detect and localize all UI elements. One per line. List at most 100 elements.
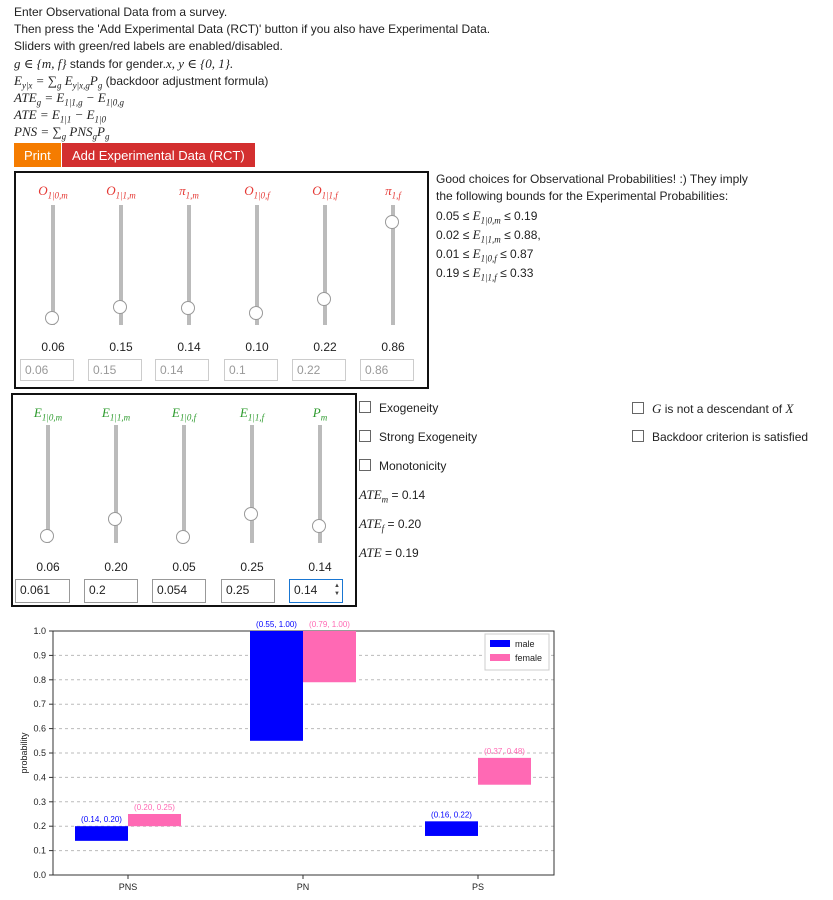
obs-slider-sub: 1|0,f (253, 190, 270, 201)
exp-value-input[interactable]: 0.14 ▲ ▼ (289, 579, 343, 603)
obs-value-input[interactable]: 0.06 (20, 359, 74, 381)
exp-value-input[interactable]: 0.2 (84, 579, 138, 603)
intro-line-4: g ∈ {m, f} stands for gender.x, y ∈ {0, … (14, 55, 490, 72)
obs-slider-label: O1|1,f (290, 183, 360, 201)
backdoor-checkbox[interactable]: Backdoor criterion is satisfied (632, 430, 808, 444)
exp-slider-handle[interactable] (176, 530, 190, 545)
obs-slider-label: O1|1,m (86, 183, 156, 201)
exp-value-input[interactable]: 0.25 (221, 579, 275, 603)
ate-m-readout: ATEm = 0.14 (359, 487, 426, 505)
exp-slider-handle[interactable] (244, 506, 258, 521)
legend-label: female (515, 653, 542, 663)
y-axis-label: probability (19, 732, 29, 774)
strong-exogeneity-checkbox[interactable]: Strong Exogeneity (359, 430, 477, 444)
exp-slider-handle[interactable] (40, 528, 54, 543)
exp-slider-track[interactable] (318, 425, 322, 543)
g-not-descendant-checkbox[interactable]: G is not a descendant of X (632, 401, 793, 417)
intro-text: Enter Observational Data from a survey. … (14, 4, 491, 142)
exp-slider-handle[interactable] (312, 519, 326, 534)
obs-slider-track[interactable] (119, 205, 123, 325)
x-symbol: X (785, 401, 794, 416)
obs-slider-handle[interactable] (45, 310, 59, 325)
exp-slider-var: E (171, 405, 180, 420)
obs-value-input[interactable]: 0.86 (360, 359, 414, 381)
y-tick-label: 0.3 (33, 797, 46, 807)
y-tick-label: 0.4 (33, 772, 46, 782)
bound-line: 0.05 ≤ E1|0,m ≤ 0.19 (436, 207, 748, 226)
intro-line-2: Then press the 'Add Experimental Data (R… (14, 22, 491, 36)
print-button[interactable]: Print (14, 143, 61, 167)
obs-slider-label: π1,m (154, 183, 224, 201)
checkbox-box[interactable] (632, 430, 644, 442)
obs-slider-var: O (38, 183, 48, 198)
obs-slider-handle[interactable] (113, 300, 127, 314)
obs-slider-value: 0.14 (177, 340, 201, 354)
legend-label: male (515, 639, 535, 649)
exp-slider-var: E (239, 405, 248, 420)
y-tick-label: 0.7 (33, 699, 46, 709)
bar-female-pns (128, 814, 181, 827)
exp-slider-track[interactable] (182, 425, 186, 543)
obs-value-input[interactable]: 0.14 (155, 359, 209, 381)
exp-value-text: 0.2 (89, 583, 106, 597)
legend-swatch (490, 640, 510, 647)
exp-slider-track[interactable] (114, 425, 118, 543)
obs-value-input[interactable]: 0.1 (224, 359, 278, 381)
exp-value-input[interactable]: 0.054 (152, 579, 206, 603)
obs-slider-value: 0.06 (41, 340, 65, 354)
obs-slider-value: 0.10 (245, 340, 269, 354)
exp-value-text: 0.061 (20, 583, 51, 597)
obs-slider-value: 0.15 (109, 340, 133, 354)
bound-line: 0.02 ≤ E1|1,m ≤ 0.88, (436, 226, 748, 245)
obs-slider-handle[interactable] (317, 291, 331, 306)
exp-value-input[interactable]: 0.061 (15, 579, 70, 603)
obs-slider-handle[interactable] (181, 301, 195, 316)
exp-slider-track[interactable] (250, 425, 254, 543)
obs-slider-handle[interactable] (385, 214, 399, 229)
formula-ate-g: ATEg = E1|1,g − E1|0,g (14, 90, 125, 108)
bound-lower: 0.05 ≤ (436, 209, 473, 223)
y-tick-label: 0.5 (33, 748, 46, 758)
y-tick-label: 0.1 (33, 846, 46, 856)
exp-slider-value: 0.20 (104, 560, 128, 574)
obs-value-input[interactable]: 0.15 (88, 359, 142, 381)
exp-slider-value: 0.06 (36, 560, 60, 574)
monotonicity-checkbox[interactable]: Monotonicity (359, 459, 446, 473)
exp-slider-sub: 1|0,f (179, 412, 197, 423)
obs-slider-track[interactable] (323, 205, 327, 325)
formula-ate: ATE = E1|1 − E1|0 (14, 107, 107, 125)
formula-pns: PNS = ∑g PNSgPg (14, 124, 110, 142)
exogeneity-checkbox[interactable]: Exogeneity (359, 401, 438, 415)
exp-value-text: 0.25 (226, 583, 250, 597)
obs-slider-track[interactable] (51, 205, 55, 325)
bound-variable: E1|0,m (472, 208, 501, 226)
checkbox-box[interactable] (632, 402, 644, 414)
bound-upper: ≤ 0.88, (500, 228, 541, 242)
bound-var-sub: 1|1,m (480, 234, 501, 245)
experimental-panel: E1|0,m 0.06 0.061 E1|1,m 0.20 0.2 E1|0,f 0.05 0.… (11, 393, 357, 607)
exp-slider-track[interactable] (46, 425, 50, 543)
obs-slider-track[interactable] (187, 205, 191, 325)
obs-slider-sub: 1|1,m (115, 190, 136, 201)
spinner-arrows-icon[interactable]: ▲ ▼ (334, 583, 340, 597)
exp-slider-sub: m (320, 412, 328, 423)
obs-slider-handle[interactable] (249, 306, 263, 320)
exp-value-text: 0.14 (294, 583, 318, 597)
checkbox-box[interactable] (359, 459, 371, 471)
strong-exogeneity-label: Strong Exogeneity (379, 430, 478, 444)
bound-var-name: E (472, 208, 481, 223)
ate-f-readout: ATEf = 0.20 (359, 516, 422, 534)
obs-value-input[interactable]: 0.22 (292, 359, 346, 381)
obs-slider-track[interactable] (391, 205, 395, 325)
obs-slider-track[interactable] (255, 205, 259, 325)
obs-slider-label: O1|0,m (18, 183, 88, 201)
exp-slider-label: E1|0,f (149, 405, 219, 423)
g-symbol: G (652, 401, 662, 416)
add-rct-button[interactable]: Add Experimental Data (RCT) (62, 143, 255, 167)
exp-slider-handle[interactable] (108, 512, 122, 527)
checkbox-box[interactable] (359, 430, 371, 442)
bar-label: (0.16, 0.22) (431, 810, 472, 819)
checkbox-box[interactable] (359, 401, 371, 413)
bound-lower: 0.01 ≤ (436, 247, 473, 261)
bounds-line-1: Good choices for Observational Probabili… (436, 172, 748, 186)
